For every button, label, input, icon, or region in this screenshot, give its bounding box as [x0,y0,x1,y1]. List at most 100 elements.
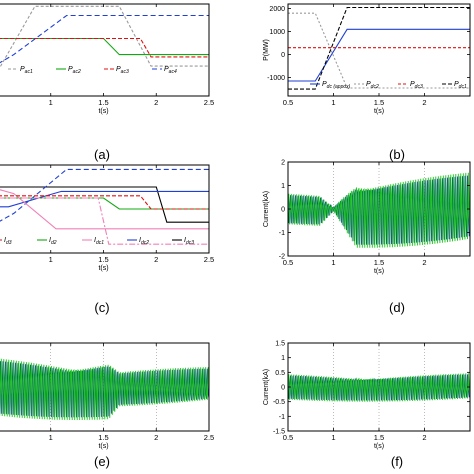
x-tick-label: 0.5 [283,258,293,267]
panel-label-a: (a) [94,147,110,162]
y-axis-label: Current(kA) [263,369,270,405]
legend-entry: Id2 [49,237,57,246]
series-line-p-dc-appox- [288,28,470,82]
legend-entry: Idc1 [94,237,104,246]
panel-frame-c [0,164,210,254]
legend-entry: Pdc2 [366,81,379,90]
plot-area-a [0,5,209,69]
series-line-pink-dash-dot [0,197,209,245]
x-tick-label: 2.5 [204,255,214,264]
plot-area-c [0,168,209,245]
y-axis-label: P(MW) [263,39,270,61]
series-line-i-dc2 [0,190,209,208]
y-tick-label: -1 [279,230,285,237]
y-tick-label: 0.5 [275,370,285,377]
y-tick-label: -0.5 [273,399,285,406]
panel-d-chart: 0.5 1 1.5 2 t(s) -2 -1 0 1 2 Current(kA) [263,160,471,275]
x-tick-label: 1 [49,255,53,264]
x-tick-label: 1 [331,258,335,267]
y-tick-label: -2 [279,254,285,261]
y-tick-label: -1 [279,414,285,421]
x-tick-label: 1.5 [98,98,108,107]
panel-c-chart: 1 1.5 2 2.5 t(s) Id3 Id2 Idc1 Idc2 Idc3 [0,164,214,272]
x-tick-label: 2 [154,255,158,264]
y-tick-label: 1 [281,355,285,362]
legend-entry: Pdc (appox) [322,81,351,90]
series-line-i-dc1 [0,189,209,230]
legend-entry: Pac2 [68,66,81,75]
series-line-p-ac2 [0,37,209,56]
x-tick-label: 1 [49,433,53,442]
y-tick-label: -1.5 [273,429,285,436]
x-tick-label: 1.5 [374,98,384,107]
y-tick-label: 0 [281,385,285,392]
series-line-p-dc1 [288,6,470,90]
x-tick-label: 2 [154,433,158,442]
x-axis-label: t(s) [98,108,108,115]
legend-entry: Pdc3 [410,81,423,90]
panel-label-c: (c) [94,300,109,315]
panel-label-d: (d) [389,300,405,315]
x-tick-label: 2 [422,258,426,267]
panel-frame-f [287,342,471,432]
x-tick-label: 1.5 [374,258,384,267]
plot-area-f [288,343,470,431]
x-tick-label: 2.5 [204,98,214,107]
series-line-blue-dashed [0,168,209,222]
plot-area-e [0,343,209,431]
x-tick-label: 1 [49,98,53,107]
legend-c: Id3 Id2 Idc1 Idc2 Idc3 [0,237,194,246]
x-tick-label: 2 [154,98,158,107]
y-tick-label: 0 [281,52,285,59]
series-line-p-ac1 [0,5,209,69]
x-tick-label: 1.5 [98,255,108,264]
x-tick-label: 1 [331,433,335,442]
y-tick-label: 1000 [269,29,285,36]
legend-entry: Idc2 [139,237,149,246]
legend-entry: Pac1 [20,66,33,75]
legend-entry: Pac3 [116,66,129,75]
x-tick-label: 0.5 [283,433,293,442]
panel-a-chart: 1 1.5 2 2.5 t(s) Pac1 Pac2 Pac3 Pac4 [0,3,214,115]
panel-e-chart: 1 1.5 2 2.5 t(s) [0,342,214,450]
legend-b: Pdc (appox) Pdc2 Pdc3 Pdc1 [310,81,467,90]
panel-label-f: (f) [391,454,403,469]
plot-area-b [288,6,470,90]
x-axis-label: t(s) [374,108,384,115]
y-axis-label: Current(kA) [263,191,270,227]
plot-area-d [288,162,470,256]
panel-frame-b [287,3,471,97]
series-line-i-dc3 [0,186,209,223]
x-tick-label: 0.5 [283,98,293,107]
y-tick-label: 0 [281,207,285,214]
panel-f-chart: 0.5 1 1.5 2 t(s) -1.5 -1 -0.5 0 0.5 1 1.5 Current(kA… [263,341,471,450]
x-axis-label: t(s) [374,443,384,450]
legend-a: Pac1 Pac2 Pac3 Pac4 [8,66,177,75]
panel-frame-e [0,342,210,432]
x-axis-label: t(s) [98,265,108,272]
series-line-p-ac3 [0,37,209,58]
x-tick-label: 1.5 [98,433,108,442]
x-tick-label: 2 [422,433,426,442]
x-axis-label: t(s) [374,268,384,275]
panel-label-b: (b) [389,147,405,162]
x-tick-label: 2 [422,98,426,107]
y-tick-label: 1 [281,183,285,190]
y-tick-label: 2000 [269,6,285,13]
series-line-i-d3 [0,195,209,210]
x-tick-label: 1 [331,98,335,107]
series-line-p-dc2 [288,12,470,89]
x-tick-label: 1.5 [374,433,384,442]
y-tick-label: 2 [281,160,285,167]
waveform-phase-a [288,373,470,402]
panel-b-chart: 0.5 1 1.5 2 t(s) -1000 0 1000 2000 P(MW) Pdc (appo… [263,3,471,115]
legend-entry: Pdc1 [454,81,467,90]
panel-frame-a [0,3,210,97]
y-tick-label: -1000 [267,75,285,82]
panel-label-e: (e) [94,454,110,469]
legend-entry: Id3 [4,237,12,246]
series-line-p-ac4 [0,14,209,64]
legend-entry: Idc3 [184,237,194,246]
x-tick-label: 2.5 [204,433,214,442]
